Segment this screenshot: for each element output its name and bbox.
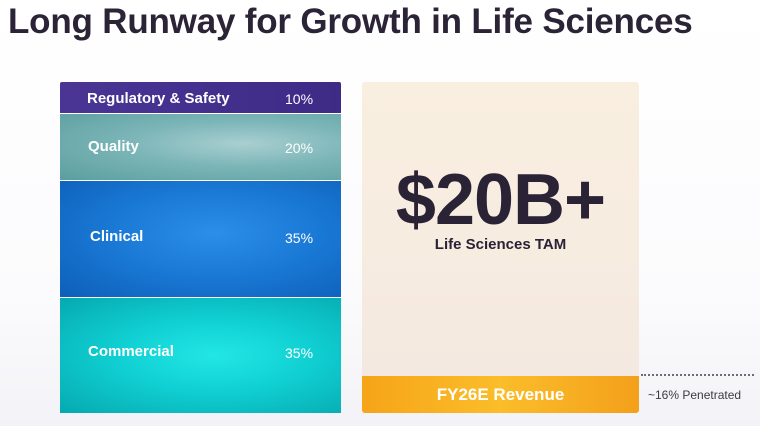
segment-name: Commercial	[88, 343, 174, 360]
revenue-bar: FY26E Revenue	[362, 376, 639, 413]
tam-label: Life Sciences TAM	[434, 236, 567, 253]
segment-name: Quality	[88, 138, 139, 155]
segment-stack: Regulatory & Safety 10% Quality 20% Clin…	[60, 82, 341, 413]
penetration-divider	[641, 374, 754, 376]
segment-quality: Quality 20%	[60, 114, 341, 180]
tam-box: $20B+ Life Sciences TAM FY26E Revenue	[362, 82, 639, 413]
segment-clinical: Clinical 35%	[60, 181, 341, 297]
slide-title: Long Runway for Growth in Life Sciences	[8, 2, 693, 41]
segment-name: Regulatory & Safety	[87, 90, 230, 107]
segment-regulatory-safety: Regulatory & Safety 10%	[60, 82, 341, 113]
segment-percent: 35%	[285, 230, 314, 246]
penetration-label: ~16% Penetrated	[648, 388, 742, 402]
segment-name: Clinical	[90, 228, 144, 245]
segment-percent: 10%	[285, 91, 314, 107]
tam-value: $20B+	[395, 160, 606, 240]
segment-commercial: Commercial 35%	[60, 298, 341, 413]
segment-percent: 20%	[285, 140, 314, 156]
segment-percent: 35%	[285, 345, 314, 361]
